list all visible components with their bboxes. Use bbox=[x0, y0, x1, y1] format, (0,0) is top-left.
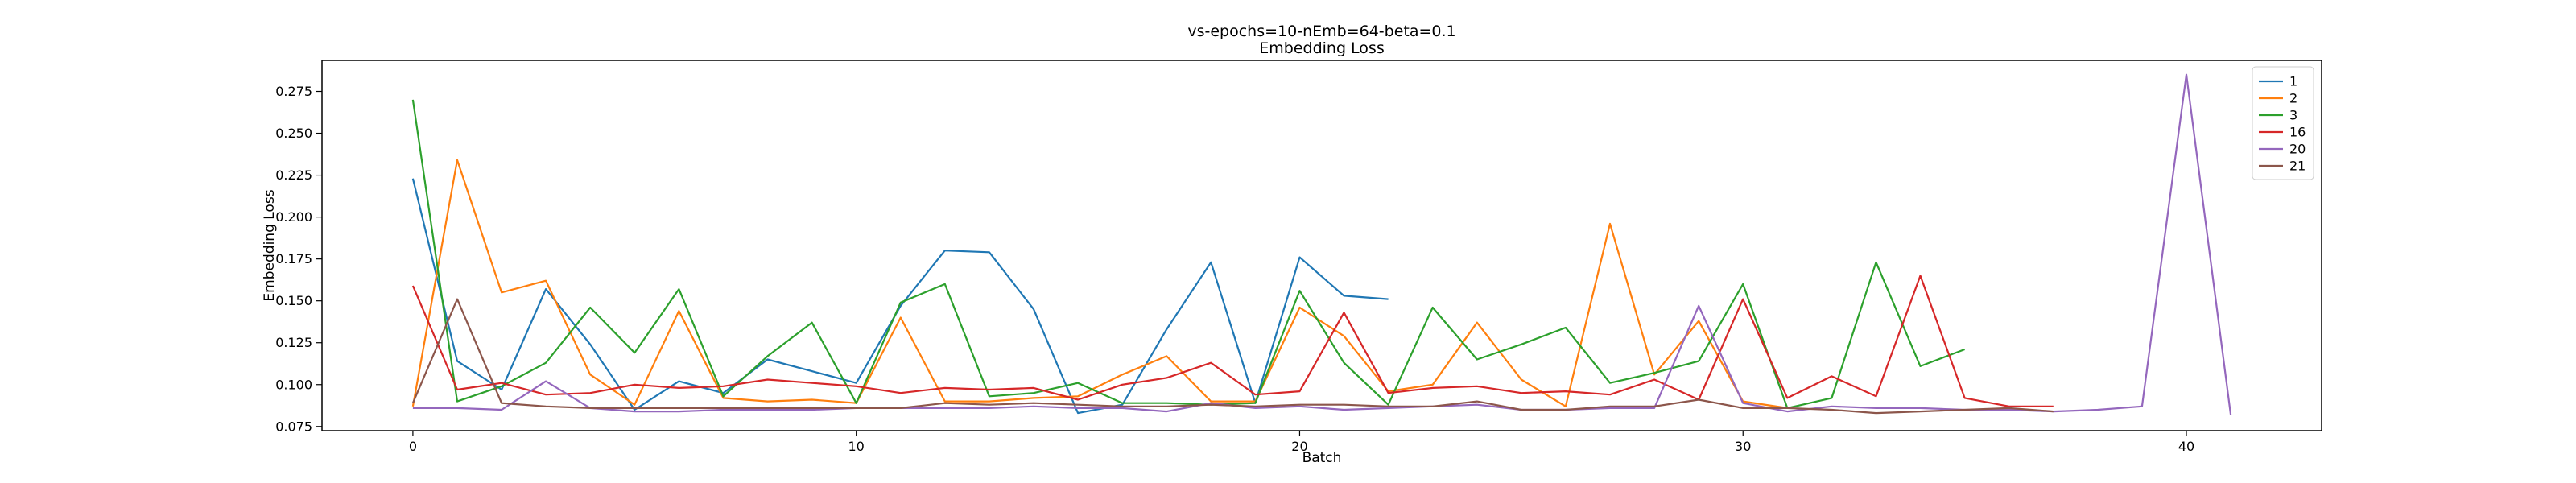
legend-label-2: 2 bbox=[2289, 91, 2297, 106]
chart-subtitle: Embedding Loss bbox=[1259, 39, 1384, 57]
x-axis-ticks: 0 10 20 30 40 bbox=[409, 431, 2194, 454]
legend-label-20: 20 bbox=[2289, 142, 2306, 157]
x-tick-label: 10 bbox=[848, 439, 865, 454]
y-axis-label: Embedding Loss bbox=[262, 189, 278, 301]
y-tick-label: 0.250 bbox=[275, 126, 312, 141]
chart-title: vs-epochs=10-nEmb=64-beta=0.1 bbox=[1187, 23, 1455, 40]
legend-label-16: 16 bbox=[2289, 125, 2306, 140]
series-layer bbox=[411, 73, 2232, 415]
x-tick-label: 20 bbox=[1291, 439, 1307, 454]
x-tick-label: 30 bbox=[1735, 439, 1751, 454]
y-tick-label: 0.125 bbox=[275, 335, 312, 350]
legend-label-1: 1 bbox=[2289, 74, 2297, 89]
y-tick-label: 0.175 bbox=[275, 251, 312, 266]
legend: 1 2 3 16 20 21 bbox=[2252, 66, 2314, 180]
series-line-16 bbox=[411, 275, 2054, 407]
series-line-3 bbox=[411, 99, 1965, 409]
y-tick-label: 0.200 bbox=[275, 209, 312, 225]
x-tick-label: 40 bbox=[2178, 439, 2194, 454]
legend-label-3: 3 bbox=[2289, 108, 2297, 123]
series-line-2 bbox=[411, 159, 1788, 409]
y-tick-label: 0.075 bbox=[275, 419, 312, 434]
legend-label-21: 21 bbox=[2289, 159, 2306, 174]
y-axis-ticks: 0.075 0.100 0.125 0.150 0.175 0.200 0.225 0.250… bbox=[275, 84, 322, 434]
legend-box bbox=[2252, 66, 2314, 180]
y-tick-label: 0.225 bbox=[275, 167, 312, 183]
x-tick-label: 0 bbox=[409, 439, 417, 454]
series-line-21 bbox=[411, 298, 2054, 415]
y-tick-label: 0.275 bbox=[275, 84, 312, 99]
x-axis-label: Batch bbox=[1302, 450, 1342, 466]
y-tick-label: 0.150 bbox=[275, 293, 312, 308]
plot-frame bbox=[321, 60, 2322, 431]
y-tick-label: 0.100 bbox=[275, 377, 312, 392]
series-line-20 bbox=[412, 73, 2232, 415]
series-line-1 bbox=[411, 178, 1389, 415]
